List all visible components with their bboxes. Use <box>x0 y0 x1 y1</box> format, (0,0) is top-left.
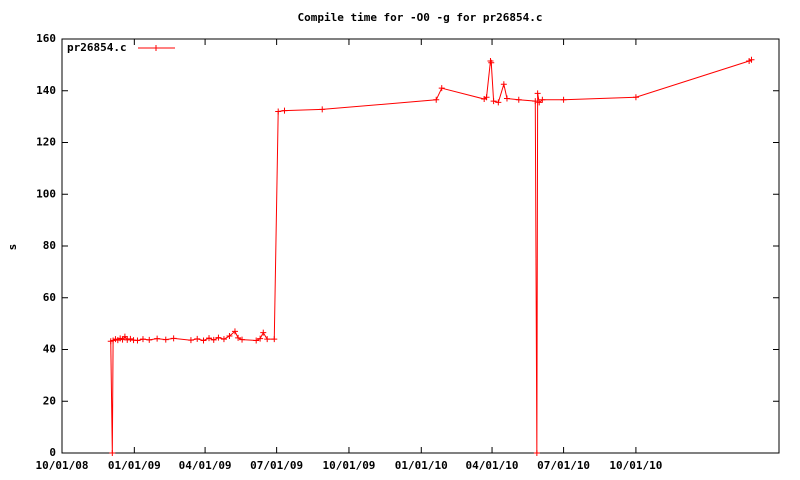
point <box>483 94 490 101</box>
point <box>170 335 177 342</box>
point <box>210 336 217 343</box>
point <box>109 450 116 456</box>
legend-label: pr26854.c <box>67 41 127 54</box>
y-tick-label: 60 <box>43 291 56 304</box>
point <box>532 98 539 105</box>
point <box>560 96 567 103</box>
y-tick-label: 0 <box>49 446 56 459</box>
point <box>154 335 161 342</box>
series-line <box>110 59 752 454</box>
point <box>194 335 201 342</box>
point <box>127 335 134 342</box>
point <box>490 98 497 105</box>
point <box>200 337 207 344</box>
point <box>260 329 267 336</box>
point <box>215 334 222 341</box>
x-tick-label: 10/01/09 <box>322 459 375 472</box>
point <box>488 59 495 66</box>
y-tick-label: 100 <box>36 187 56 200</box>
point <box>220 336 227 343</box>
point <box>162 336 169 343</box>
point <box>271 336 278 343</box>
point <box>438 85 445 92</box>
point <box>239 336 246 343</box>
point <box>226 333 233 340</box>
x-tick-label: 04/01/09 <box>179 459 232 472</box>
point <box>534 90 541 97</box>
point <box>275 108 282 115</box>
point <box>139 336 146 343</box>
y-tick-label: 120 <box>36 136 56 149</box>
x-tick-label: 01/01/10 <box>395 459 448 472</box>
x-tick-label: 10/01/08 <box>36 459 89 472</box>
y-tick-label: 80 <box>43 239 56 252</box>
y-tick-label: 20 <box>43 394 56 407</box>
x-tick-label: 07/01/10 <box>537 459 590 472</box>
point <box>500 81 507 88</box>
point <box>231 328 238 335</box>
point <box>134 337 141 344</box>
point <box>187 337 194 344</box>
point <box>748 56 755 63</box>
point <box>319 106 326 113</box>
point <box>433 96 440 103</box>
point <box>533 450 540 456</box>
point <box>539 96 546 103</box>
point <box>253 337 260 344</box>
x-tick-label: 04/01/10 <box>466 459 519 472</box>
point <box>124 336 131 343</box>
chart-title: Compile time for -O0 -g for pr26854.c <box>297 11 542 24</box>
x-tick-label: 01/01/09 <box>108 459 161 472</box>
point <box>206 335 213 342</box>
legend-marker <box>153 45 159 51</box>
point <box>281 107 288 114</box>
point <box>503 95 510 102</box>
point <box>632 94 639 101</box>
y-tick-label: 140 <box>36 84 56 97</box>
y-tick-label: 40 <box>43 343 56 356</box>
y-axis-label: s <box>6 244 19 251</box>
x-tick-label: 07/01/09 <box>250 459 303 472</box>
point <box>121 333 128 340</box>
point <box>495 99 502 106</box>
point <box>264 336 271 343</box>
point <box>536 99 543 106</box>
x-tick-label: 10/01/10 <box>609 459 662 472</box>
point <box>235 334 242 341</box>
point <box>515 96 522 103</box>
point <box>257 335 264 342</box>
y-tick-label: 160 <box>36 32 56 45</box>
point <box>146 336 153 343</box>
